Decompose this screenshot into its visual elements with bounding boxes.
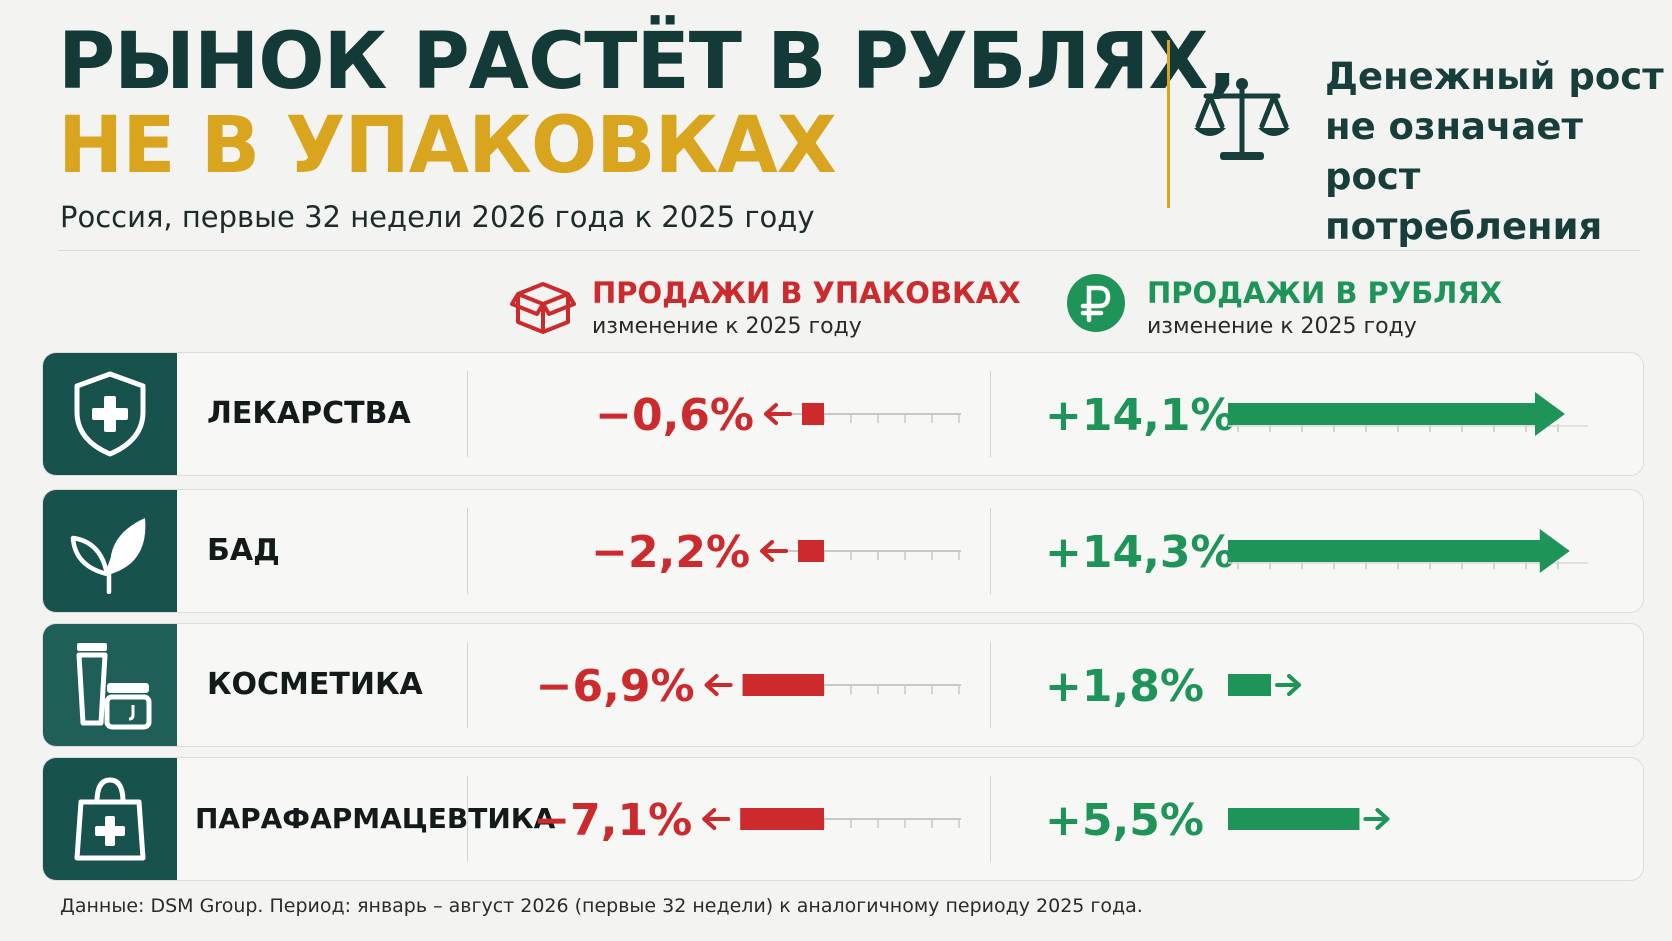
row-divider [467, 371, 468, 457]
note-line: рост потребления [1325, 155, 1603, 248]
rubles-bar [1228, 674, 1272, 696]
row-chart: −0,6% +14,1% [595, 390, 1588, 441]
leaf-icon [70, 518, 146, 594]
rubles-arrow [1363, 808, 1390, 830]
category-label: БАД [207, 533, 280, 568]
units-arrow [702, 808, 731, 830]
units-arrow [764, 403, 792, 425]
rubles-value-label: +14,3% [1045, 527, 1235, 578]
rubles-bar [1228, 808, 1360, 830]
header-rule [58, 250, 1640, 251]
header-note: Денежный рост не означает рост потреблен… [1325, 52, 1672, 252]
table-row: БАД −2,2% +14,3% [42, 489, 1644, 613]
units-bar [742, 674, 824, 696]
box-icon [510, 282, 576, 334]
table-row: ПАРАФАРМАЦЕВТИКА −7,1% +5,5% [42, 757, 1644, 881]
row-divider [467, 508, 468, 594]
rubles-bar [1228, 529, 1570, 573]
row-chart: −7,1% +5,5% [533, 795, 1390, 846]
ruble-icon [1067, 274, 1125, 332]
category-label: ЛЕКАРСТВА [207, 396, 411, 431]
units-arrow [760, 540, 789, 562]
row-divider [990, 508, 991, 594]
rubles-bar [1228, 392, 1565, 436]
units-value-label: −0,6% [595, 390, 754, 441]
rubles-value-label: +1,8% [1045, 661, 1204, 712]
units-column-subtitle: изменение к 2025 году [592, 314, 862, 339]
units-bar [740, 808, 824, 830]
shield-cross-icon [74, 371, 146, 457]
units-column-title: ПРОДАЖИ В УПАКОВКАХ [592, 276, 1021, 310]
page-title: РЫНОК РАСТЁТ В РУБЛЯХ, НЕ В УПАКОВКАХ [58, 17, 1237, 191]
table-row: ЛЕКАРСТВА −0,6% +14,1% [42, 352, 1644, 476]
rubles-arrow [1275, 674, 1302, 696]
row-divider [467, 776, 468, 862]
rubles-column-title: ПРОДАЖИ В РУБЛЯХ [1147, 276, 1503, 310]
table-row: КОСМЕТИКА −6,9% +1,8% [42, 623, 1644, 747]
category-label: ПАРАФАРМАЦЕВТИКА [195, 802, 556, 835]
bag-cross-icon [74, 777, 146, 861]
rubles-value-label: +14,1% [1045, 390, 1235, 441]
row-chart: −2,2% +14,3% [591, 527, 1588, 578]
title-line-1: РЫНОК РАСТЁТ В РУБЛЯХ, [58, 17, 1237, 107]
row-chart: −6,9% +1,8% [536, 661, 1302, 712]
units-value-label: −7,1% [533, 795, 692, 846]
category-label: КОСМЕТИКА [207, 667, 423, 702]
row-divider [990, 642, 991, 728]
rubles-column-subtitle: изменение к 2025 году [1147, 314, 1417, 339]
header-divider [1167, 40, 1170, 208]
title-line-2: НЕ В УПАКОВКАХ [58, 101, 837, 191]
page-subtitle: Россия, первые 32 недели 2026 года к 202… [60, 200, 815, 234]
units-arrow [704, 674, 733, 696]
row-divider [467, 642, 468, 728]
note-line: Денежный рост [1325, 55, 1664, 98]
scales-icon [1194, 78, 1290, 160]
units-bar [798, 540, 824, 562]
row-divider [990, 776, 991, 862]
rubles-value-label: +5,5% [1045, 795, 1204, 846]
units-value-label: −2,2% [591, 527, 750, 578]
cosmetics-icon [76, 643, 152, 730]
units-value-label: −6,9% [536, 661, 695, 712]
footer-source: Данные: DSM Group. Период: январь – авгу… [60, 895, 1143, 917]
units-bar [802, 403, 824, 425]
note-line: не означает [1325, 105, 1583, 148]
row-divider [990, 371, 991, 457]
